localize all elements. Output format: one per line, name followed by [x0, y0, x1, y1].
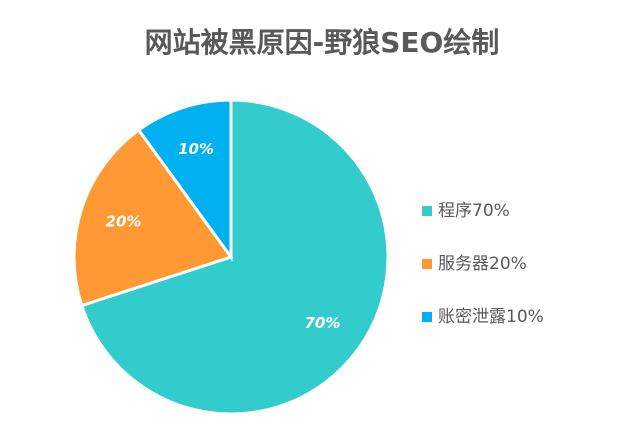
legend-swatch: [422, 259, 432, 269]
pie-slice: [72, 127, 234, 308]
pie-slice: [136, 98, 233, 262]
data-label: 20%: [106, 213, 142, 231]
data-label: 10%: [178, 140, 214, 158]
legend-label: 账密泄露10%: [438, 307, 544, 327]
chart-title: 网站被黑原因-野狼SEO绘制: [145, 26, 500, 59]
legend-swatch: [422, 312, 432, 322]
legend-swatch: [422, 206, 432, 216]
legend-label: 服务器20%: [438, 254, 527, 274]
legend-label: 程序70%: [438, 201, 510, 221]
pie-slice: [79, 98, 390, 416]
data-label: 70%: [304, 314, 340, 332]
